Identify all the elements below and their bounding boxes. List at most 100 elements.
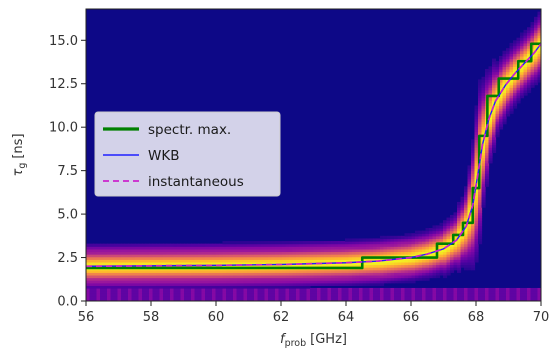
heatmap-cell — [275, 251, 280, 255]
heatmap-cell — [250, 272, 255, 276]
heatmap-cell — [208, 261, 213, 266]
heatmap-cell — [509, 295, 514, 299]
heatmap-cell — [226, 248, 231, 253]
heatmap-cell — [114, 293, 119, 297]
heatmap-cell — [362, 298, 367, 301]
heatmap-cell — [278, 295, 283, 299]
heatmap-cell — [282, 264, 287, 268]
heatmap-cell — [110, 272, 115, 276]
heatmap-cell — [292, 259, 297, 263]
heatmap-cell — [205, 256, 210, 260]
heatmap-cell — [348, 238, 353, 242]
heatmap-cell — [121, 254, 126, 258]
heatmap-cell — [397, 290, 402, 294]
heatmap-cell — [387, 298, 392, 301]
heatmap-cell — [345, 280, 350, 284]
heatmap-cell — [149, 246, 154, 250]
heatmap-cell — [229, 264, 234, 268]
heatmap-cell — [362, 243, 367, 247]
heatmap-cell — [537, 61, 541, 65]
heatmap-cell — [520, 92, 525, 96]
heatmap-cell — [338, 290, 343, 294]
heatmap-cell — [537, 58, 541, 62]
heatmap-cell — [261, 261, 266, 266]
heatmap-cell — [271, 251, 276, 255]
heatmap-cell — [422, 241, 427, 245]
heatmap-cell — [523, 76, 528, 80]
heatmap-cell — [159, 259, 164, 263]
heatmap-cell — [303, 272, 308, 276]
heatmap-cell — [474, 191, 479, 195]
heatmap-cell — [436, 230, 441, 234]
heatmap-cell — [492, 123, 497, 127]
heatmap-cell — [390, 274, 395, 279]
heatmap-cell — [320, 272, 325, 276]
heatmap-cell — [128, 254, 133, 258]
heatmap-cell — [131, 285, 136, 289]
heatmap-cell — [257, 256, 262, 260]
heatmap-cell — [411, 264, 416, 268]
heatmap-cell — [488, 108, 493, 112]
heatmap-cell — [219, 287, 224, 292]
heatmap-cell — [534, 76, 539, 80]
heatmap-cell — [488, 82, 493, 86]
heatmap-cell — [513, 97, 518, 101]
heatmap-cell — [212, 285, 217, 289]
y-tick-label: 2.5 — [57, 251, 78, 266]
heatmap-cell — [488, 118, 493, 122]
heatmap-cell — [404, 254, 409, 258]
heatmap-cell — [184, 243, 189, 247]
heatmap-cell — [268, 259, 273, 263]
heatmap-cell — [425, 274, 430, 279]
heatmap-cell — [341, 256, 346, 260]
heatmap-cell — [254, 272, 259, 276]
heatmap-cell — [390, 267, 395, 271]
heatmap-cell — [145, 243, 150, 247]
heatmap-cell — [278, 241, 283, 245]
heatmap-cell — [464, 256, 469, 260]
heatmap-cell — [93, 251, 98, 255]
heatmap-cell — [341, 259, 346, 263]
heatmap-cell — [513, 295, 518, 299]
heatmap-cell — [485, 157, 490, 161]
heatmap-cell — [247, 274, 252, 279]
heatmap-cell — [509, 53, 514, 57]
heatmap-cell — [191, 259, 196, 263]
heatmap-cell — [289, 285, 294, 289]
legend-label-1: WKB — [148, 148, 179, 164]
heatmap-cell — [411, 269, 416, 273]
heatmap-cell — [212, 277, 217, 281]
heatmap-cell — [474, 220, 479, 224]
heatmap-cell — [474, 290, 479, 294]
heatmap-cell — [138, 254, 143, 258]
heatmap-cell — [457, 214, 462, 219]
heatmap-cell — [327, 287, 332, 292]
heatmap-cell — [341, 280, 346, 284]
heatmap-cell — [418, 287, 423, 292]
heatmap-cell — [292, 241, 297, 245]
heatmap-cell — [96, 256, 101, 260]
heatmap-cell — [464, 196, 469, 200]
heatmap-cell — [439, 287, 444, 292]
heatmap-cell — [236, 295, 241, 299]
heatmap-cell — [226, 251, 231, 255]
heatmap-cell — [331, 269, 336, 273]
heatmap-cell — [488, 121, 493, 125]
heatmap-cell — [271, 243, 276, 247]
heatmap-cell — [499, 108, 504, 112]
heatmap-cell — [184, 261, 189, 266]
heatmap-cell — [170, 295, 175, 299]
heatmap-cell — [299, 251, 304, 255]
heatmap-cell — [124, 287, 129, 292]
heatmap-cell — [338, 264, 343, 268]
heatmap-cell — [285, 285, 290, 289]
heatmap-cell — [303, 243, 308, 247]
heatmap-cell — [292, 264, 297, 268]
heatmap-cell — [229, 272, 234, 276]
heatmap-cell — [275, 298, 280, 301]
heatmap-cell — [250, 277, 255, 281]
heatmap-cell — [331, 256, 336, 260]
heatmap-cell — [509, 110, 514, 114]
heatmap-cell — [142, 248, 147, 253]
heatmap-cell — [467, 194, 472, 198]
